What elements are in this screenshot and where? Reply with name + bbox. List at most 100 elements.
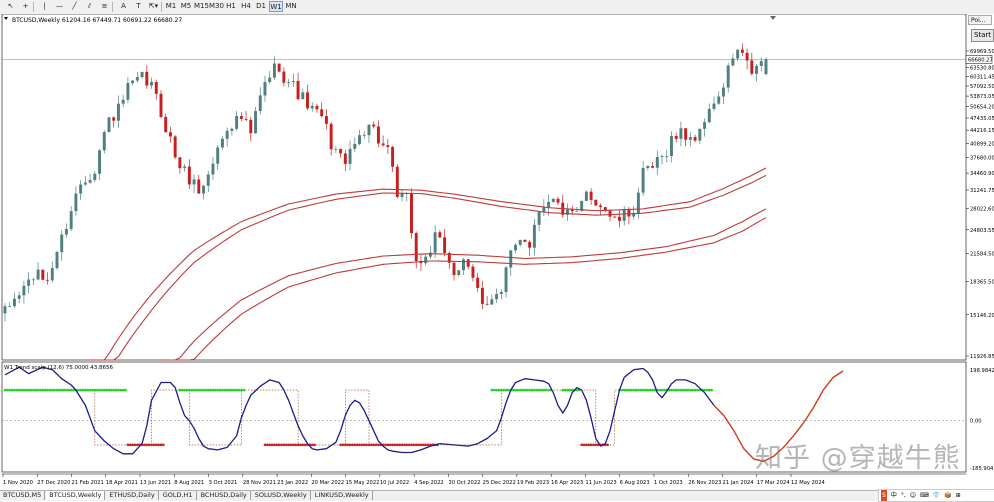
tab-linkusd-weekly[interactable]: LINKUSD,Weekly bbox=[312, 491, 373, 500]
osc-red-dot bbox=[585, 443, 588, 447]
y-tick-label: 18365.50 bbox=[970, 280, 994, 286]
candle bbox=[192, 174, 196, 193]
chinese-mode-icon[interactable]: 中 bbox=[890, 492, 897, 499]
poi-button[interactable]: Poi... bbox=[968, 15, 992, 25]
candle-body bbox=[447, 252, 451, 263]
candle bbox=[618, 210, 621, 228]
timeframe-m1[interactable]: M1 bbox=[165, 2, 177, 10]
timeframe-m30[interactable]: M30 bbox=[209, 2, 224, 10]
oscillator-pane[interactable]: 198.9842 0.00 -185.9043 bbox=[1, 361, 994, 473]
osc-red-dot bbox=[154, 443, 158, 447]
candle-body bbox=[712, 103, 716, 109]
candle-body bbox=[693, 137, 697, 141]
equidistant-channel-icon[interactable]: ⫽ bbox=[87, 2, 92, 10]
tab-btcusd-m5[interactable]: BTCUSD,M5 bbox=[0, 491, 46, 500]
osc-red-dot bbox=[417, 443, 420, 447]
candle-body bbox=[731, 58, 735, 66]
candle-body bbox=[570, 208, 574, 212]
sogou-input-icon[interactable]: S bbox=[881, 490, 887, 501]
x-tick-label: 18 Apr 2021 bbox=[106, 480, 138, 486]
candle-body bbox=[641, 168, 645, 193]
x-tick-label: 27 Dec 2020 bbox=[37, 480, 70, 486]
candle-body bbox=[636, 192, 640, 214]
cursor-arrow-icon[interactable]: ↖ bbox=[7, 2, 14, 10]
osc-green-dot bbox=[696, 388, 699, 392]
candle-body bbox=[329, 123, 333, 150]
arrows-shapes-icon[interactable]: ⇱▾ bbox=[148, 2, 159, 10]
candle bbox=[688, 131, 692, 147]
candle-body bbox=[721, 87, 725, 97]
candle bbox=[641, 161, 645, 196]
text-tool-icon[interactable]: A bbox=[121, 2, 126, 10]
osc-green-dot bbox=[507, 388, 510, 392]
candle-body bbox=[428, 252, 432, 257]
candle-body bbox=[93, 173, 97, 181]
osc-green-dot bbox=[24, 388, 28, 392]
osc-green-dot bbox=[568, 388, 572, 392]
timeframe-mn[interactable]: MN bbox=[285, 2, 297, 10]
osc-green-dot bbox=[17, 388, 21, 392]
moving-average-line bbox=[104, 174, 767, 361]
osc-green-dot bbox=[646, 388, 650, 392]
candle-body bbox=[98, 150, 101, 174]
candle-body bbox=[183, 166, 187, 169]
candle bbox=[698, 128, 702, 144]
candle-body bbox=[424, 256, 428, 264]
osc-green-dot bbox=[620, 388, 624, 392]
candle-body bbox=[551, 198, 555, 202]
keyboard-icon[interactable]: ⌨ bbox=[920, 492, 929, 499]
osc-green-dot bbox=[637, 388, 640, 392]
osc-green-dot bbox=[183, 388, 186, 392]
timeframe-h1[interactable]: H1 bbox=[226, 2, 236, 10]
text-label-icon[interactable]: T bbox=[136, 2, 141, 10]
osc-green-dot bbox=[237, 388, 241, 392]
candle bbox=[258, 87, 262, 115]
osc-green-dot bbox=[88, 388, 92, 392]
candle bbox=[187, 159, 191, 189]
vertical-line-icon[interactable]: | bbox=[43, 2, 46, 10]
chart-area[interactable]: 69969.50 63530.80 60311.45 57092.50 53873.05… bbox=[0, 14, 994, 490]
y-tick-label: 28022.60 bbox=[970, 207, 994, 213]
fibonacci-icon[interactable]: ≡ bbox=[101, 2, 108, 10]
osc-green-dot bbox=[55, 388, 59, 392]
tab-ethusd-daily[interactable]: ETHUSD,Daily bbox=[106, 491, 159, 500]
candle-body bbox=[202, 185, 205, 194]
timeframe-d1[interactable]: D1 bbox=[256, 2, 266, 10]
osc-green-dot bbox=[518, 388, 522, 392]
osc-green-dot bbox=[188, 388, 191, 392]
emoji-icon[interactable]: ☺ bbox=[909, 492, 917, 499]
osc-y-tick-label: 198.9842 bbox=[970, 368, 994, 374]
osc-red-dot bbox=[133, 443, 137, 447]
candle-body bbox=[532, 224, 536, 248]
current-price-box bbox=[965, 55, 993, 64]
toolbar-separator bbox=[33, 2, 34, 12]
candle bbox=[551, 197, 555, 203]
tab-btcusd-weekly[interactable]: BTCUSD,Weekly bbox=[46, 491, 106, 500]
candle-body bbox=[306, 92, 309, 109]
candle-body bbox=[759, 61, 763, 66]
candle-body bbox=[584, 191, 588, 201]
candle bbox=[438, 229, 442, 239]
tab-gold-h1[interactable]: GOLD,H1 bbox=[160, 491, 197, 500]
timeframe-m15[interactable]: M15 bbox=[194, 2, 209, 10]
toolbox-icon[interactable]: 📦 bbox=[944, 492, 952, 499]
start-button[interactable]: Start bbox=[971, 29, 994, 42]
y-tick-label: 37680.00 bbox=[970, 156, 994, 162]
main-price-pane[interactable]: 69969.50 63530.80 60311.45 57092.50 53873.05… bbox=[0, 14, 994, 490]
candle bbox=[343, 149, 347, 172]
candle bbox=[168, 126, 172, 143]
candle-body bbox=[651, 166, 655, 168]
osc-green-dot bbox=[502, 388, 505, 392]
timeframe-m5[interactable]: M5 bbox=[180, 2, 192, 10]
grid-icon[interactable]: ⊞ bbox=[955, 492, 961, 499]
timeframe-h4[interactable]: H4 bbox=[241, 2, 251, 10]
horizontal-line-icon[interactable]: — bbox=[56, 2, 63, 10]
trendline-icon[interactable]: ╱ bbox=[72, 2, 77, 10]
candle bbox=[589, 188, 593, 205]
tab-solusd-weekly[interactable]: SOLUSD,Weekly bbox=[252, 491, 311, 500]
crosshair-icon[interactable]: + bbox=[22, 2, 29, 10]
tab-bchusd-daily[interactable]: BCHUSD,Daily bbox=[198, 491, 251, 500]
timeframe-w1[interactable]: W1 bbox=[269, 1, 283, 12]
punctuation-icon[interactable]: °, bbox=[900, 492, 906, 499]
skin-icon[interactable]: 👕 bbox=[932, 492, 941, 499]
